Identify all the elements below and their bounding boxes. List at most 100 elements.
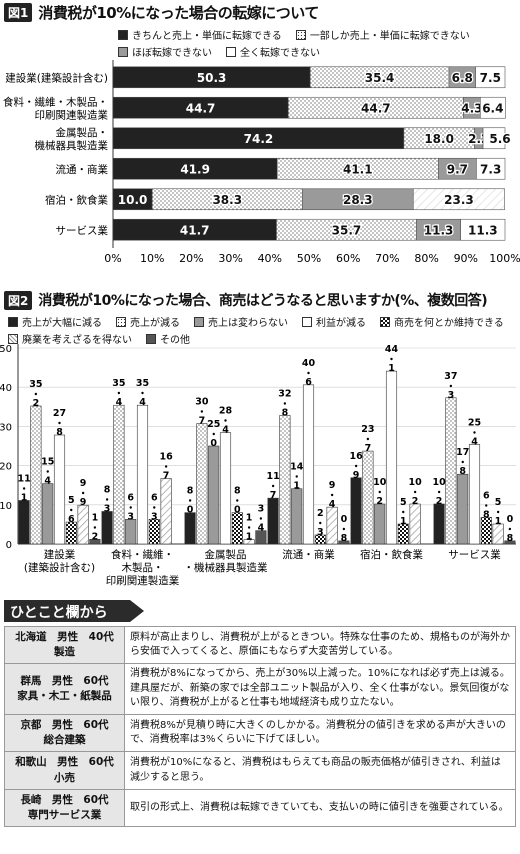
category-label: 建設業(建築設計含む) bbox=[5, 71, 108, 84]
data-label: 35.4 bbox=[365, 71, 395, 85]
data-label: 10 ・ 2 bbox=[373, 477, 387, 507]
bar-segment bbox=[412, 188, 505, 211]
bar bbox=[350, 477, 362, 545]
data-label: 16 ・ 7 bbox=[159, 452, 173, 482]
bar bbox=[468, 444, 481, 545]
figure2-badge: 図2 bbox=[4, 290, 33, 310]
y-tick-label: 50 bbox=[0, 344, 12, 355]
x-tick-label: 20% bbox=[179, 252, 203, 265]
legend-label: 一部しか売上・単価に転嫁できない bbox=[309, 31, 470, 42]
category-label: 印刷関連製造業 bbox=[106, 574, 180, 587]
data-label: 9.7 bbox=[447, 162, 468, 176]
data-label: 2 ・ 3 bbox=[316, 508, 326, 538]
data-label: 37 ・ 3 bbox=[444, 371, 457, 401]
bar bbox=[42, 483, 54, 545]
bar bbox=[53, 434, 66, 545]
figure1-chart: 建設業(建築設計含む) 50.3 35.4 6.8 7.5 食料・繊維・木製品・印刷関連製… bbox=[3, 60, 520, 265]
comment-text: 消費税が8%になってから、売上が30%以上減った。10%になれば必ず売上は減る。… bbox=[124, 663, 516, 715]
data-label: 9 ・ 4 bbox=[327, 480, 337, 510]
data-label: 35 ・ 2 bbox=[29, 379, 42, 409]
data-label: 50.3 bbox=[197, 71, 227, 85]
figure2-chart: 0 10 20 30 40 50 11 ・ 1 35 ・ 2 15 ・ 4 27 ・ 8 5 ・ 69 ・ 91 ・ 2 建設業(… bbox=[0, 344, 516, 587]
author-line: 総合建築 bbox=[43, 734, 86, 747]
author-line: 家具・木工・紙製品 bbox=[17, 690, 112, 703]
data-label: 1 ・ 2 bbox=[90, 512, 100, 542]
y-tick-label: 10 bbox=[0, 501, 12, 512]
legend-swatch bbox=[8, 333, 18, 344]
data-label: 0 ・ 8 bbox=[339, 514, 349, 544]
comment-row: 和歌山 男性 60代 小売 消費税が10%になると、消費税はもらえても商品の販売価格… bbox=[4, 751, 516, 790]
y-tick-label: 20 bbox=[0, 462, 12, 473]
bar bbox=[279, 415, 291, 545]
legend-label: きちんと売上・単価に転嫁できる bbox=[132, 31, 282, 42]
data-label: 16 ・ 9 bbox=[349, 451, 363, 481]
comment-author: 長崎 男性 60代 専門サービス業 bbox=[4, 788, 125, 828]
author-line: 北海道 男性 40代 bbox=[15, 631, 114, 643]
x-tick-label: 70% bbox=[375, 252, 399, 265]
bar bbox=[504, 540, 516, 545]
bar bbox=[101, 511, 113, 545]
bar bbox=[492, 523, 504, 545]
comment-author: 和歌山 男性 60代 小売 bbox=[4, 751, 125, 790]
legend-swatch bbox=[302, 316, 312, 327]
author-line: 長崎 男性 60代 bbox=[20, 793, 109, 806]
figure1-legend: きちんと売上・単価に転嫁できる 一部しか売上・単価に転嫁できないほぼ転嫁できない 全… bbox=[118, 27, 513, 59]
figure2-legend-item: 売上は変わらない bbox=[194, 314, 288, 329]
data-label: 44.7 bbox=[186, 101, 216, 115]
legend-label: 全く転嫁できない bbox=[240, 48, 320, 59]
data-label: 35.7 bbox=[332, 223, 362, 237]
figure2-title: 消費税が10%になった場合、商売はどうなると思いますか(%、複数回答) bbox=[38, 293, 488, 309]
legend-label: 売上は変わらない bbox=[208, 318, 288, 329]
data-label: 25 ・ 0 bbox=[207, 419, 220, 449]
data-label: 41.9 bbox=[180, 162, 210, 176]
data-label: 14 ・ 1 bbox=[290, 462, 304, 492]
x-tick-label: 50% bbox=[297, 252, 321, 265]
data-label: 38.3 bbox=[212, 193, 242, 207]
legend-label: 廃業を考えざるを得ない bbox=[22, 335, 132, 346]
data-label: 10.0 bbox=[118, 193, 148, 207]
category-label: 宿泊・飲食業 bbox=[360, 548, 423, 561]
data-label: 0 ・ 8 bbox=[505, 514, 515, 544]
author-line: 和歌山 男性 60代 bbox=[15, 756, 114, 769]
data-label: 8 ・ 0 bbox=[233, 486, 243, 516]
data-label: 6.8 bbox=[452, 71, 473, 85]
data-label: 9 ・ 9 bbox=[78, 478, 88, 508]
bar bbox=[89, 538, 101, 545]
figure1-legend-item: ほぼ転嫁できない bbox=[118, 44, 212, 59]
data-label: 3 ・ 4 bbox=[256, 504, 266, 534]
legend-swatch bbox=[8, 316, 18, 327]
bar bbox=[196, 423, 208, 545]
bar bbox=[457, 473, 469, 545]
bar bbox=[255, 530, 267, 545]
comment-text: 消費税8%が見積り時に大きくのしかかる。消費税分の値引きを求める声が大きいので、… bbox=[124, 713, 516, 753]
bar bbox=[77, 504, 89, 545]
x-tick-label: 10% bbox=[140, 252, 164, 265]
bar bbox=[243, 539, 255, 545]
data-label: 8 ・ 3 bbox=[102, 484, 112, 514]
figure2-header: 図2 消費税が10%になった場合、商売はどうなると思いますか(%、複数回答) bbox=[4, 290, 488, 310]
comment-text: 取引の形式上、消費税は転嫁できていても、支払いの時に値引きを強要されている。 bbox=[124, 788, 516, 828]
legend-swatch bbox=[295, 29, 306, 40]
legend-swatch bbox=[226, 46, 236, 57]
x-tick-label: 100% bbox=[489, 252, 520, 265]
data-label: 10 ・ 2 bbox=[432, 477, 446, 507]
data-label: 27 ・ 8 bbox=[53, 408, 66, 438]
category-label: サービス業 bbox=[448, 548, 501, 561]
bar bbox=[291, 488, 303, 545]
x-tick-label: 30% bbox=[218, 252, 242, 265]
data-label: 44 ・ 1 bbox=[385, 344, 399, 374]
data-label: 25 ・ 4 bbox=[468, 417, 481, 447]
bar bbox=[148, 519, 160, 545]
x-tick-label: 80% bbox=[414, 252, 438, 265]
bar bbox=[65, 521, 77, 545]
category-label: 流通・商業 bbox=[282, 548, 335, 561]
figure2-legend-item: 利益が減る bbox=[302, 314, 366, 329]
author-line: 小売 bbox=[54, 771, 75, 784]
bar bbox=[160, 478, 172, 545]
legend-swatch bbox=[118, 46, 128, 57]
category-label: 機械器具製造業 bbox=[35, 139, 109, 152]
y-tick-label: 40 bbox=[0, 383, 12, 394]
data-label: 6 ・ 3 bbox=[126, 492, 136, 522]
category-label: 木製品・ bbox=[122, 561, 164, 574]
legend-label: 売上が減る bbox=[130, 318, 180, 329]
